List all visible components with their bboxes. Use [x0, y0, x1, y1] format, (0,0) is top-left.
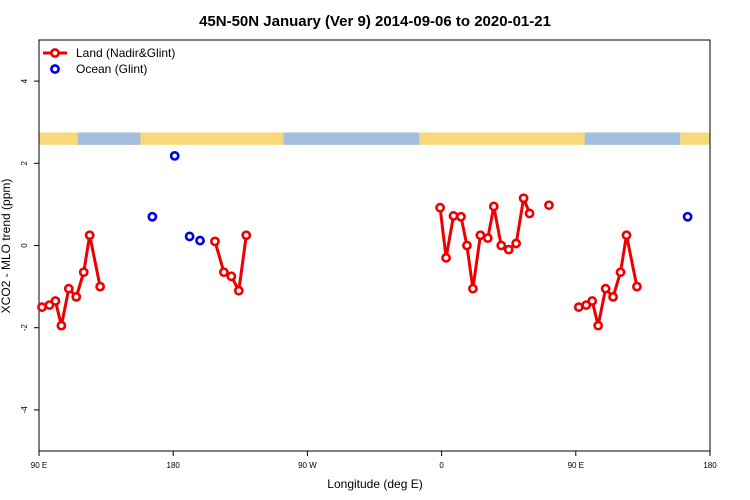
series-ocean-glint	[147, 151, 693, 246]
data-point	[241, 230, 252, 241]
data-point	[468, 283, 478, 294]
legend-label: Land (Nadir&Glint)	[76, 46, 175, 60]
data-point	[621, 230, 632, 241]
chart-title: 45N-50N January (Ver 9) 2014-09-06 to 20…	[199, 13, 551, 30]
data-point	[456, 211, 466, 222]
x-tick-label: 90 E	[568, 461, 584, 470]
data-point	[482, 233, 493, 244]
series-land-nadir-glint	[37, 193, 642, 331]
y-tick-label: -4	[20, 406, 29, 414]
y-tick-label: 0	[20, 243, 29, 248]
data-point	[488, 201, 499, 212]
data-point	[475, 230, 486, 241]
y-tick-label: 4	[20, 78, 29, 83]
data-point	[448, 211, 459, 221]
x-tick-label: 0	[439, 461, 444, 470]
map-strip-ocean	[77, 132, 141, 145]
x-axis: 90 E 180 90 W 0 90 E 180	[31, 451, 717, 470]
series-line-segment	[41, 233, 102, 328]
series-layer	[37, 151, 693, 331]
map-strip	[39, 132, 710, 145]
series-line-segment	[213, 234, 248, 293]
data-point	[524, 208, 535, 219]
legend: Land (Nadir&Glint) Ocean (Glint)	[43, 46, 175, 76]
data-point	[511, 238, 522, 249]
legend-item: Land (Nadir&Glint)	[43, 46, 175, 60]
data-point	[184, 231, 195, 242]
x-tick-label: 90 E	[31, 461, 47, 470]
data-point	[544, 200, 554, 211]
data-point	[615, 267, 626, 278]
data-point	[195, 235, 205, 246]
data-point	[226, 271, 237, 282]
y-tick-label: 2	[20, 161, 29, 166]
x-axis-label: Longitude (deg E)	[327, 477, 422, 491]
data-point	[78, 267, 89, 278]
legend-marker	[50, 48, 60, 58]
data-point	[84, 230, 95, 241]
data-point	[50, 296, 61, 306]
x-tick-label: 180	[703, 461, 717, 470]
data-point	[435, 202, 446, 213]
data-point	[147, 211, 158, 222]
data-point	[169, 151, 180, 161]
legend-marker	[50, 64, 60, 74]
data-point	[503, 244, 514, 255]
data-point	[37, 302, 47, 313]
data-point	[496, 240, 507, 251]
data-point	[593, 320, 604, 331]
data-point	[63, 283, 74, 294]
data-point	[95, 281, 106, 292]
plot-frame	[38, 39, 711, 452]
data-point	[441, 252, 451, 263]
data-point	[573, 302, 584, 313]
data-point	[462, 240, 472, 251]
legend-label: Ocean (Glint)	[76, 62, 147, 76]
data-point	[218, 267, 229, 278]
data-point	[210, 236, 220, 247]
data-point	[518, 193, 529, 204]
data-point	[233, 285, 244, 296]
data-point	[682, 211, 693, 222]
data-point	[600, 283, 611, 294]
data-point	[71, 291, 82, 302]
series-line-segment	[578, 233, 639, 328]
x-tick-label: 180	[167, 461, 181, 470]
legend-item: Ocean (Glint)	[50, 62, 147, 76]
data-point	[632, 281, 642, 292]
y-axis-label: XCO2 - MLO trend (ppm)	[0, 179, 13, 314]
map-strip-ocean	[283, 132, 420, 145]
data-point	[56, 320, 67, 331]
y-tick-label: -2	[20, 324, 29, 332]
data-point	[608, 291, 618, 302]
y-axis: -4 -2 0 2 4	[20, 78, 39, 413]
map-strip-ocean	[584, 132, 681, 145]
x-tick-label: 90 W	[298, 461, 317, 470]
data-point	[587, 296, 598, 306]
